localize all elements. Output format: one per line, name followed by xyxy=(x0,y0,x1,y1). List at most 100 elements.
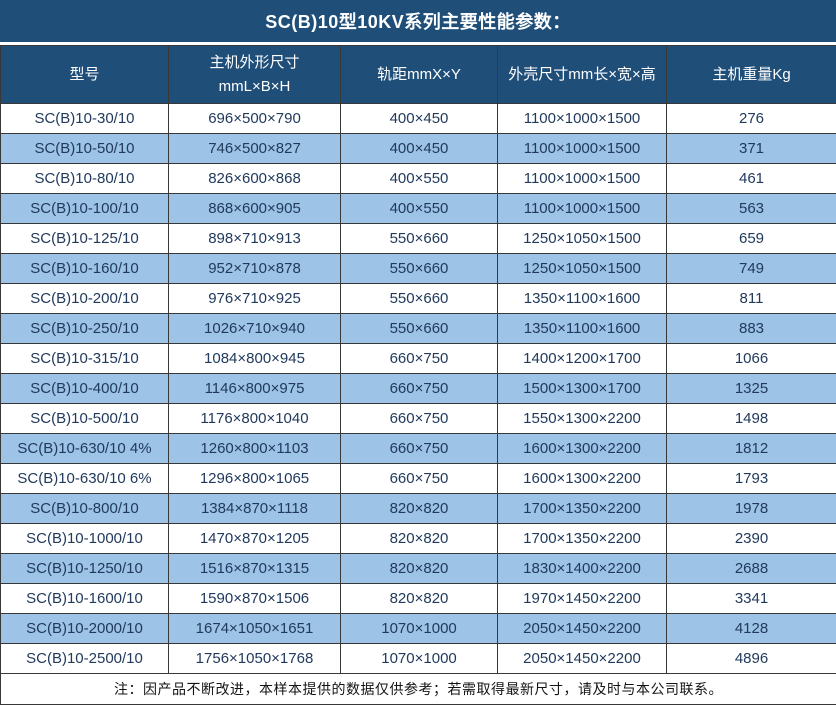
table-cell: SC(B)10-1250/10 xyxy=(0,553,169,584)
table-cell: 1590×870×1506 xyxy=(168,583,341,614)
table-cell: 1756×1050×1768 xyxy=(168,643,341,674)
table-row: SC(B)10-80/10 826×600×868 400×550 1100×1000… xyxy=(0,163,836,194)
table-row: SC(B)10-200/10 976×710×925 550×660 1350×110… xyxy=(0,283,836,314)
table-row: SC(B)10-30/10 696×500×790 400×450 1100×1000… xyxy=(0,103,836,134)
table-cell: 1970×1450×2200 xyxy=(497,583,667,614)
table-cell: 1250×1050×1500 xyxy=(497,253,667,284)
table-cell: 2050×1450×2200 xyxy=(497,643,667,674)
table-cell: 820×820 xyxy=(340,493,498,524)
table-cell: 1084×800×945 xyxy=(168,343,341,374)
table-cell: 550×660 xyxy=(340,313,498,344)
table-cell: 1250×1050×1500 xyxy=(497,223,667,254)
table-cell: 3341 xyxy=(666,583,836,614)
table-row: SC(B)10-800/10 1384×870×1118 820×820 1700×1… xyxy=(0,493,836,524)
table-cell: 550×660 xyxy=(340,253,498,284)
table-cell: 1260×800×1103 xyxy=(168,433,341,464)
table-cell: 660×750 xyxy=(340,463,498,494)
table-cell: 1470×870×1205 xyxy=(168,523,341,554)
table-cell: 1296×800×1065 xyxy=(168,463,341,494)
table-cell: 811 xyxy=(666,283,836,314)
table-cell: SC(B)10-160/10 xyxy=(0,253,169,284)
table-cell: 1600×1300×2200 xyxy=(497,463,667,494)
table-cell: 1350×1100×1600 xyxy=(497,313,667,344)
table-cell: 1066 xyxy=(666,343,836,374)
table-cell: 696×500×790 xyxy=(168,103,341,134)
table-cell: 820×820 xyxy=(340,523,498,554)
table-cell: SC(B)10-2000/10 xyxy=(0,613,169,644)
table-cell: 660×750 xyxy=(340,373,498,404)
table-row: SC(B)10-160/10 952×710×878 550×660 1250×105… xyxy=(0,253,836,284)
table-cell: 660×750 xyxy=(340,403,498,434)
table-cell: 1550×1300×2200 xyxy=(497,403,667,434)
table-cell: 820×820 xyxy=(340,553,498,584)
table-cell: 461 xyxy=(666,163,836,194)
table-row: SC(B)10-500/10 1176×800×1040 660×750 1550×1… xyxy=(0,403,836,434)
table-cell: 1100×1000×1500 xyxy=(497,193,667,224)
table-cell: 400×450 xyxy=(340,103,498,134)
table-cell: 1350×1100×1600 xyxy=(497,283,667,314)
table-cell: 660×750 xyxy=(340,343,498,374)
table-cell: 826×600×868 xyxy=(168,163,341,194)
table-cell: 1176×800×1040 xyxy=(168,403,341,434)
table-row: SC(B)10-2500/10 1756×1050×1768 1070×1000 20… xyxy=(0,643,836,674)
column-header: 型号 xyxy=(0,45,169,104)
table-row: SC(B)10-630/10 6% 1296×800×1065 660×750 160… xyxy=(0,463,836,494)
table-cell: 1500×1300×1700 xyxy=(497,373,667,404)
table-cell: 1100×1000×1500 xyxy=(497,133,667,164)
table-cell: SC(B)10-50/10 xyxy=(0,133,169,164)
table-cell: 883 xyxy=(666,313,836,344)
column-header: 外壳尺寸mm长×宽×高 xyxy=(497,45,667,104)
table-cell: 1830×1400×2200 xyxy=(497,553,667,584)
table-cell: 550×660 xyxy=(340,283,498,314)
table-row: SC(B)10-125/10 898×710×913 550×660 1250×105… xyxy=(0,223,836,254)
table-cell: 746×500×827 xyxy=(168,133,341,164)
table-cell: SC(B)10-250/10 xyxy=(0,313,169,344)
table-row: SC(B)10-1600/10 1590×870×1506 820×820 1970×… xyxy=(0,583,836,614)
table-cell: 1600×1300×2200 xyxy=(497,433,667,464)
table-cell: 276 xyxy=(666,103,836,134)
table-cell: 1100×1000×1500 xyxy=(497,163,667,194)
footnote: 注：因产品不断改进，本样本提供的数据仅供参考；若需取得最新尺寸，请及时与本公司联… xyxy=(0,673,836,705)
table-cell: 1700×1350×2200 xyxy=(497,493,667,524)
table-cell: 4128 xyxy=(666,613,836,644)
table-cell: 1812 xyxy=(666,433,836,464)
table-cell: 1400×1200×1700 xyxy=(497,343,667,374)
table-row: SC(B)10-400/10 1146×800×975 660×750 1500×13… xyxy=(0,373,836,404)
table-row: SC(B)10-1250/10 1516×870×1315 820×820 1830×… xyxy=(0,553,836,584)
table-cell: 1516×870×1315 xyxy=(168,553,341,584)
table-cell: 898×710×913 xyxy=(168,223,341,254)
table-cell: 660×750 xyxy=(340,433,498,464)
table-cell: SC(B)10-500/10 xyxy=(0,403,169,434)
table-cell: SC(B)10-2500/10 xyxy=(0,643,169,674)
table-cell: SC(B)10-100/10 xyxy=(0,193,169,224)
table-row: SC(B)10-630/10 4% 1260×800×1103 660×750 160… xyxy=(0,433,836,464)
table-cell: SC(B)10-125/10 xyxy=(0,223,169,254)
table-cell: 1793 xyxy=(666,463,836,494)
table-row: SC(B)10-1000/10 1470×870×1205 820×820 1700×… xyxy=(0,523,836,554)
table-cell: SC(B)10-315/10 xyxy=(0,343,169,374)
table-cell: SC(B)10-1600/10 xyxy=(0,583,169,614)
table-cell: SC(B)10-1000/10 xyxy=(0,523,169,554)
column-header: 主机外形尺寸 mmL×B×H xyxy=(168,45,341,104)
table-cell: SC(B)10-630/10 4% xyxy=(0,433,169,464)
table-cell: 952×710×878 xyxy=(168,253,341,284)
table-cell: 659 xyxy=(666,223,836,254)
spec-table: 型号 主机外形尺寸 mmL×B×H 轨距mmX×Y 外壳尺寸mm长×宽×高 主机重量Kg … xyxy=(0,45,836,705)
table-row: SC(B)10-100/10 868×600×905 400×550 1100×100… xyxy=(0,193,836,224)
column-header: 轨距mmX×Y xyxy=(340,45,498,104)
column-header: 主机重量Kg xyxy=(666,45,836,104)
table-cell: 1325 xyxy=(666,373,836,404)
table-cell: SC(B)10-30/10 xyxy=(0,103,169,134)
table-cell: 1700×1350×2200 xyxy=(497,523,667,554)
footnote-row: 注：因产品不断改进，本样本提供的数据仅供参考；若需取得最新尺寸，请及时与本公司联… xyxy=(0,673,836,705)
table-cell: 1978 xyxy=(666,493,836,524)
table-cell: SC(B)10-80/10 xyxy=(0,163,169,194)
table-cell: 2688 xyxy=(666,553,836,584)
table-row: SC(B)10-2000/10 1674×1050×1651 1070×1000 20… xyxy=(0,613,836,644)
table-cell: SC(B)10-800/10 xyxy=(0,493,169,524)
table-cell: SC(B)10-630/10 6% xyxy=(0,463,169,494)
table-cell: SC(B)10-400/10 xyxy=(0,373,169,404)
table-cell: 1498 xyxy=(666,403,836,434)
table-cell: 1146×800×975 xyxy=(168,373,341,404)
